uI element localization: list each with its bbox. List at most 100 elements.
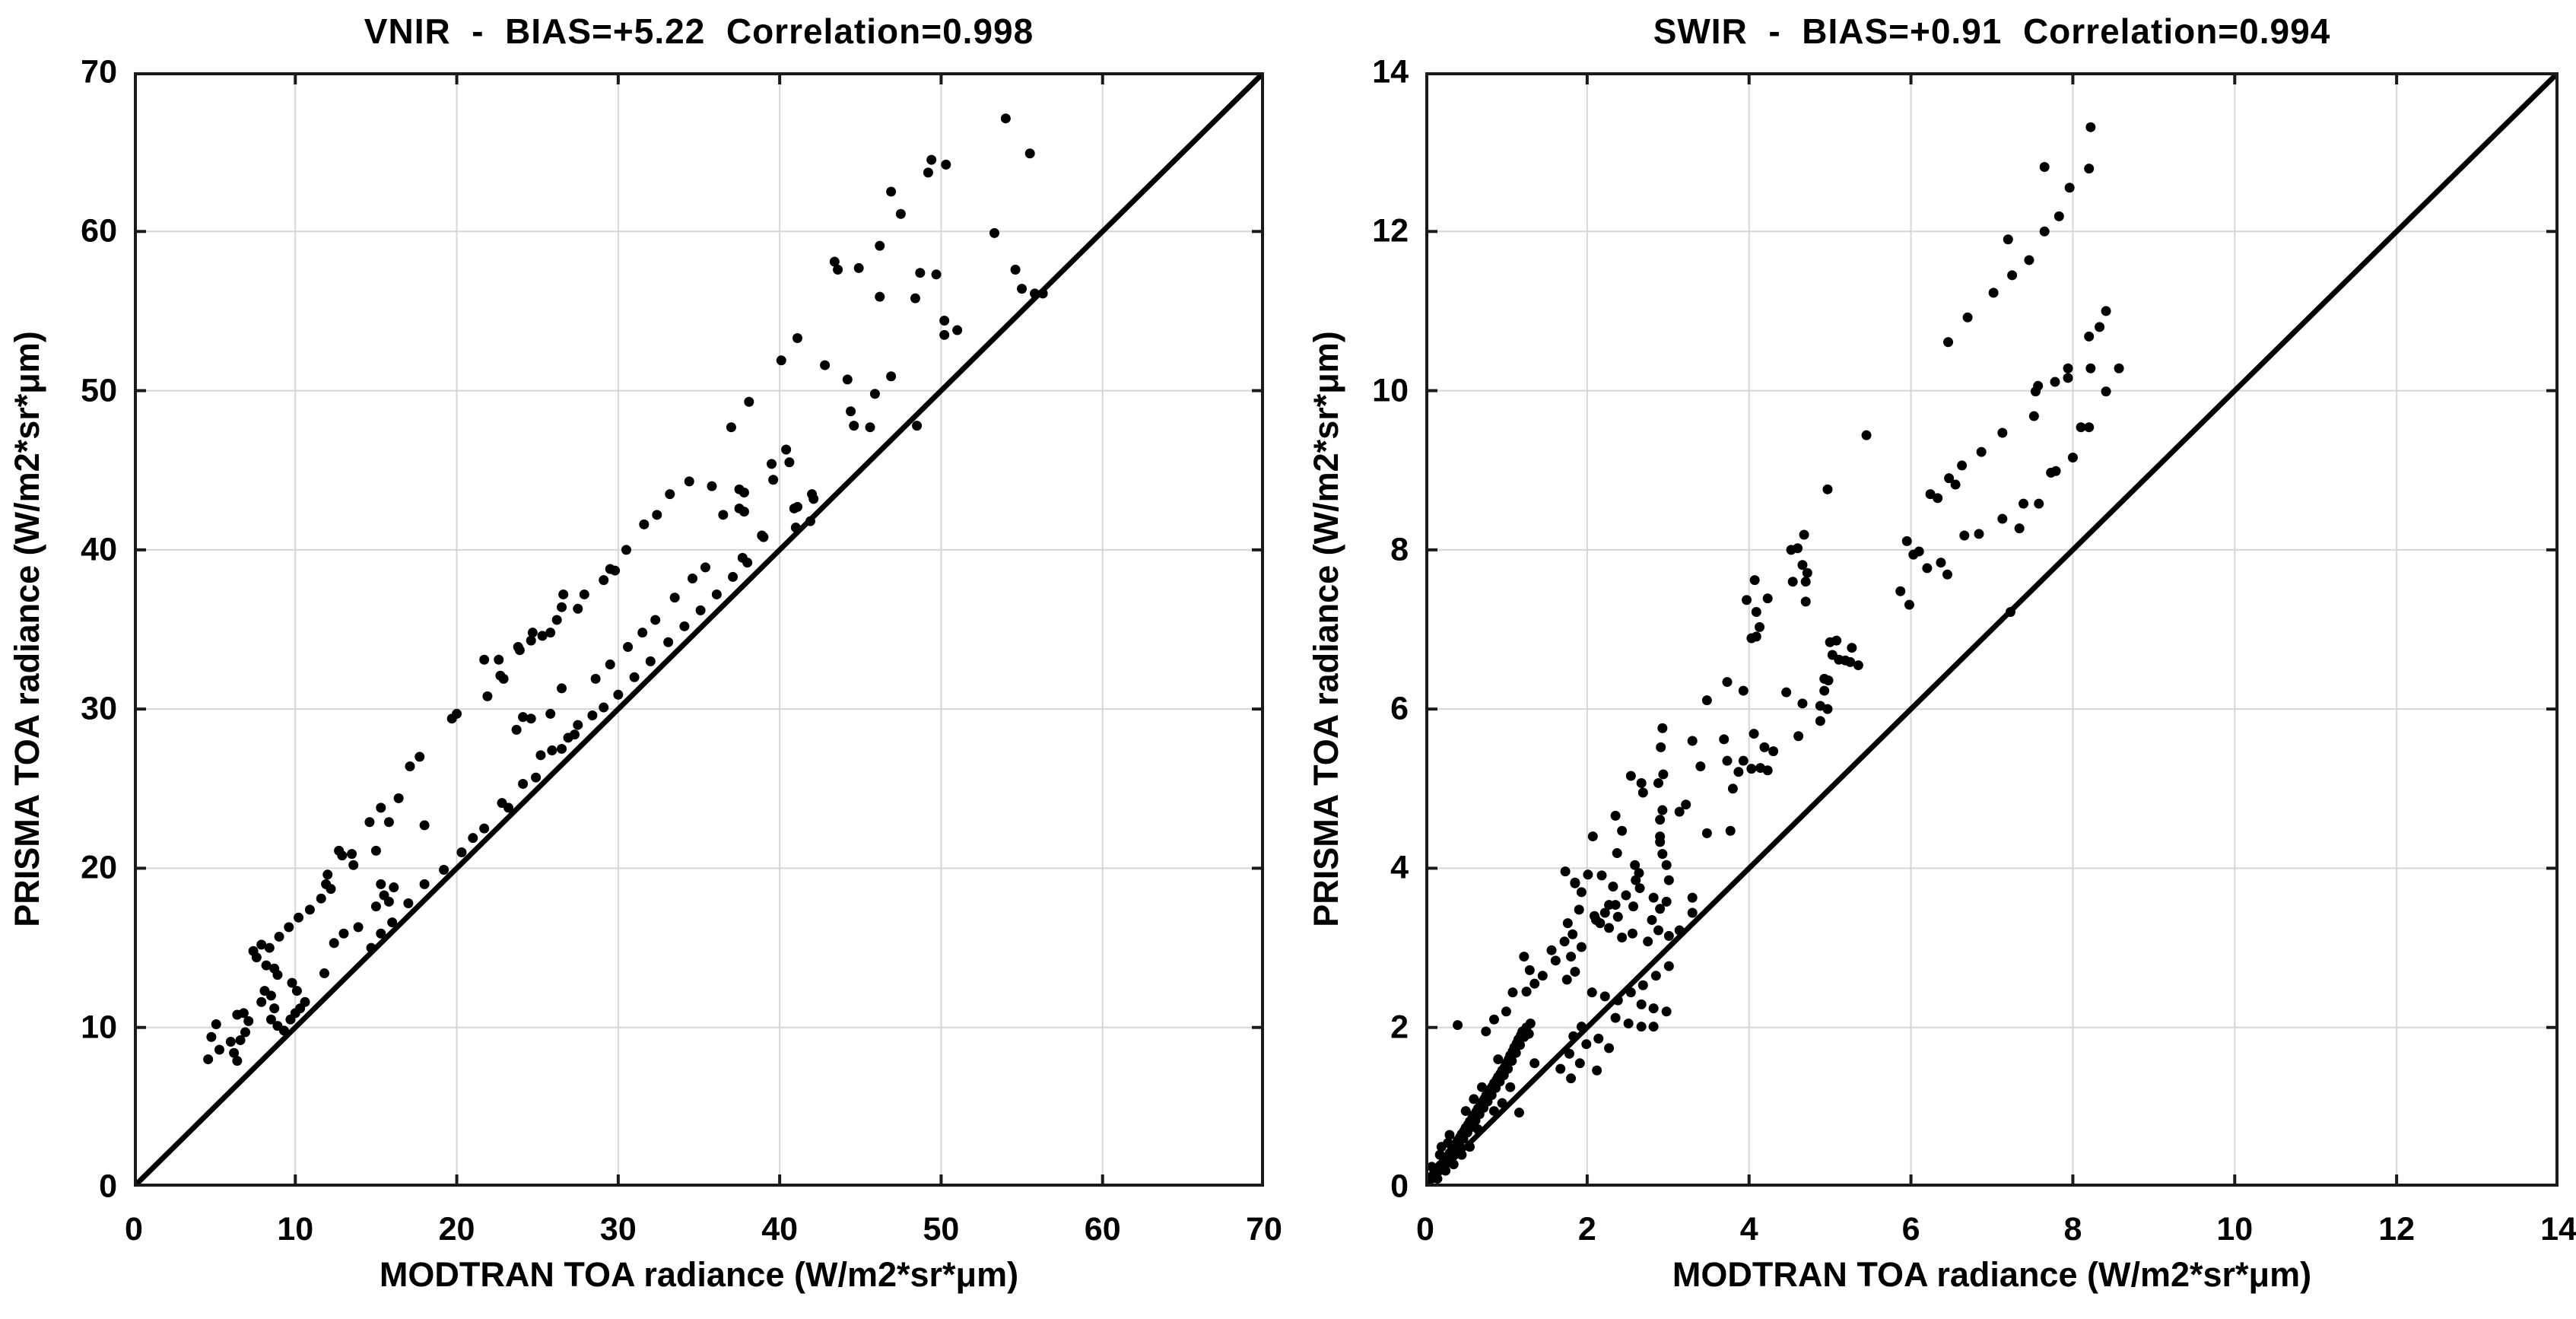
data-point [329,938,339,949]
data-point [1853,660,1863,671]
data-point [1507,987,1518,998]
data-point [833,265,843,275]
data-point [304,904,315,915]
x-tick-label: 4 [1739,1211,1758,1247]
data-point [419,820,430,831]
data-point [364,817,375,828]
data-point [1456,1149,1467,1160]
data-point [1000,113,1011,124]
data-point [829,256,840,267]
data-point [1762,765,1773,776]
data-point [1568,929,1578,939]
identity-line [134,72,1264,1187]
y-tick-label: 0 [1390,1168,1409,1205]
data-point [621,545,631,555]
data-point [558,589,569,599]
data-point [1655,837,1666,847]
data-point [726,422,736,433]
data-point [1581,1039,1592,1050]
data-point [1762,593,1773,604]
data-point [1793,543,1803,554]
plot-border [134,72,1264,1187]
data-point [1427,1162,1437,1172]
data-point [393,793,404,803]
x-tick-label: 20 [438,1211,475,1247]
data-point [2019,498,2029,509]
data-point [2101,386,2111,397]
data-point [1637,787,1648,798]
data-point [256,939,267,950]
data-point [376,879,386,889]
data-point [1525,1018,1536,1028]
data-point [1453,1020,1463,1031]
data-point [2101,306,2111,316]
data-point [1625,987,1636,998]
data-point [537,631,548,641]
data-point [1933,493,1943,504]
data-point [1648,1022,1659,1032]
data-point [1657,805,1668,815]
data-point [623,642,634,653]
y-tick-label: 10 [81,1009,117,1046]
data-point [2095,322,2105,332]
data-point [526,635,536,646]
data-point [387,917,398,928]
data-point [1493,1054,1504,1065]
plot-canvas [1425,72,2559,1187]
data-point [1623,1018,1634,1028]
data-point [1448,1159,1459,1170]
data-point [1030,288,1040,299]
x-tick-label: 10 [277,1211,314,1247]
data-point [610,565,621,576]
data-point [2084,331,2095,342]
data-point [1636,1022,1647,1032]
data-point [511,724,522,735]
y-tick-label: 60 [81,212,117,249]
data-point [238,1008,249,1019]
data-point [989,227,999,238]
x-tick-label: 14 [2540,1211,2576,1247]
data-point [1621,890,1631,901]
data-point [1695,761,1706,771]
data-point [370,901,381,912]
data-point [579,589,589,599]
data-point [513,642,523,653]
x-tick-label: 40 [761,1211,799,1247]
data-point [912,421,923,431]
data-point [613,689,624,700]
data-point [639,519,650,529]
data-point [1738,685,1749,696]
data-point [1566,952,1577,962]
identity-line [1425,72,2559,1187]
data-point [439,865,449,876]
data-point [1562,918,1573,929]
data-point [1440,1165,1451,1176]
data-point [573,603,583,614]
data-point [1604,900,1615,911]
data-point [1802,567,1812,578]
data-point [2084,164,2095,174]
data-point [1529,978,1540,989]
plot-border [1425,72,2559,1187]
data-point [637,628,648,638]
data-point [2114,363,2124,373]
data-point [790,523,801,533]
data-point [2039,226,2050,237]
x-tick-label: 10 [2216,1211,2254,1247]
data-point [2007,270,2018,281]
x-tick-label: 0 [125,1211,143,1247]
data-point [1460,1106,1471,1117]
data-point [599,702,609,713]
data-point [1687,736,1698,746]
data-point [728,571,738,582]
data-point [1997,427,2008,438]
data-point [1514,1108,1524,1118]
data-point [265,1014,276,1025]
data-point [1655,904,1666,914]
y-tick-label: 10 [1372,372,1409,409]
data-point [1797,560,1808,571]
data-point [370,845,381,856]
data-point [1561,974,1572,985]
data-point [1823,675,1834,685]
data-point [1825,637,1835,647]
